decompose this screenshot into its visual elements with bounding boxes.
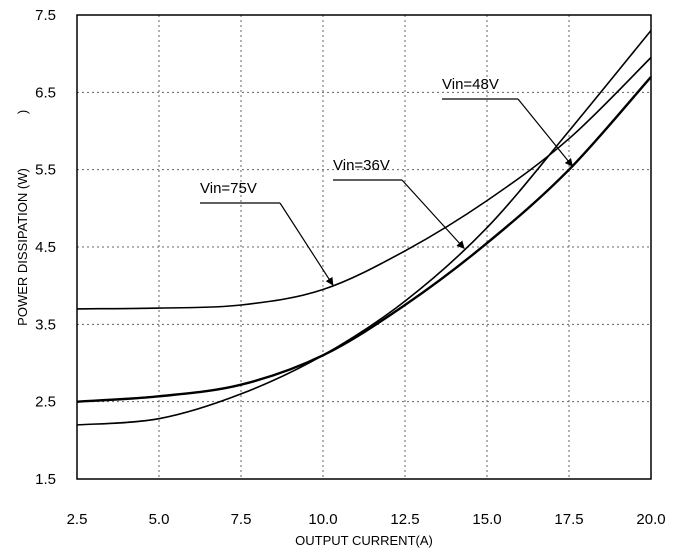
annotation-leader-arrow	[401, 179, 465, 249]
annotation-leader-arrow	[517, 98, 573, 167]
x-tick-label: 17.5	[554, 511, 583, 528]
annotation-leader-arrow	[279, 202, 334, 286]
x-tick-label: 2.5	[67, 511, 88, 528]
x-tick-label: 12.5	[390, 511, 419, 528]
x-tick-label: 7.5	[231, 511, 252, 528]
x-tick-label: 20.0	[636, 511, 665, 528]
y-tick-label: 7.5	[35, 7, 56, 24]
series-annotation-label: Vin=48V	[442, 76, 499, 93]
y-tick-label: 2.5	[35, 394, 56, 411]
x-axis-ticks: 2.5 5.0 7.5 10.0 12.5 15.0 17.5 20.0	[67, 511, 666, 528]
y-tick-label: 1.5	[35, 471, 56, 488]
series-annotation-label: Vin=75V	[200, 180, 257, 197]
y-tick-label: 4.5	[35, 239, 56, 256]
series-annotation-label: Vin=36V	[333, 157, 390, 174]
y-axis-label-suffix: )	[15, 110, 30, 114]
x-tick-label: 15.0	[472, 511, 501, 528]
y-tick-label: 5.5	[35, 162, 56, 179]
x-axis-label: OUTPUT CURRENT(A)	[295, 533, 433, 548]
y-axis-label: POWER DISSIPATION (W)	[15, 168, 30, 326]
x-tick-label: 5.0	[149, 511, 170, 528]
y-axis-ticks: 1.5 2.5 3.5 4.5 5.5 6.5 7.5	[35, 7, 56, 488]
series-line-vin-75v	[76, 56, 652, 310]
series-lines	[76, 29, 652, 426]
plot-frame	[76, 14, 652, 480]
series-line-vin-36v	[76, 29, 652, 426]
y-tick-label: 3.5	[35, 316, 56, 333]
series-line-vin-48v	[76, 76, 652, 403]
y-tick-label: 6.5	[35, 84, 56, 101]
x-tick-label: 10.0	[308, 511, 337, 528]
grid-lines	[77, 15, 651, 479]
series-annotations: Vin=75V Vin=36V Vin=48V	[200, 76, 573, 286]
